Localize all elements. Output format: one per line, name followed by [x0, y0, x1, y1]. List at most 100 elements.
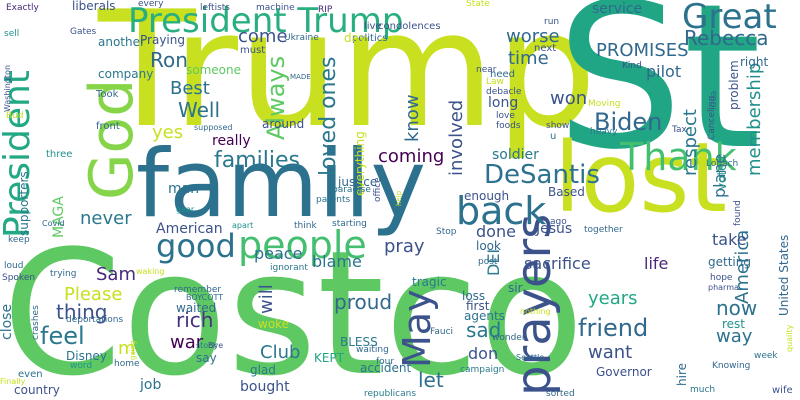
word-machine: machine	[256, 3, 295, 13]
word-finally: Finally	[0, 377, 26, 386]
word-service: service	[592, 1, 643, 17]
word-idea: idea	[709, 90, 719, 110]
word-club: Club	[260, 342, 301, 363]
word-even: even	[18, 369, 43, 380]
word-loud: loud	[4, 261, 24, 271]
word-say: say	[196, 351, 217, 365]
word-parents: parents	[316, 195, 351, 205]
word-time: time	[508, 48, 549, 69]
word-involved: involved	[446, 99, 467, 176]
word-rip: RIP	[318, 5, 333, 15]
word-paradise: paradise	[332, 185, 371, 195]
word-heavy: heavy	[590, 127, 618, 137]
word-lobach: Lobach	[706, 159, 739, 169]
word-loved-ones: loved ones	[316, 56, 341, 177]
word-law: Law	[486, 77, 504, 87]
word-waking: waking	[136, 267, 165, 276]
word-costco: Costco	[2, 213, 585, 400]
word-great: Great	[682, 0, 777, 37]
word-ron: Ron	[150, 48, 188, 72]
word-kind: Kind	[622, 61, 642, 71]
word-moving: Moving	[588, 99, 621, 109]
word-debacle: debacle	[486, 87, 522, 97]
word-country: country	[14, 383, 60, 397]
word-near: near	[476, 65, 497, 75]
word-rest: rest	[722, 317, 746, 331]
word-campaign: campaign	[460, 365, 505, 375]
word-deportations: deportations	[66, 315, 124, 325]
word-boycott: BOYCOTT	[186, 293, 224, 302]
word-made: MADE	[290, 73, 311, 81]
word-will: will	[256, 284, 277, 314]
word-job: job	[140, 377, 162, 393]
word-bought: bought	[240, 379, 290, 395]
word-gear: gear	[176, 205, 195, 214]
word-good: good	[156, 227, 236, 265]
word-must: must	[240, 45, 266, 56]
word-first: first	[466, 299, 490, 313]
word-lost: lost	[554, 122, 728, 234]
word-feel: feel	[40, 322, 85, 350]
word-want: want	[588, 342, 633, 363]
word-ago: ago	[550, 217, 567, 227]
word-fauci: Fauci	[430, 327, 454, 337]
word-know: know	[402, 94, 423, 142]
word-liberals: liberals	[72, 0, 116, 13]
word-families: families	[214, 148, 300, 173]
word-love: love	[496, 111, 515, 121]
word-remember: remember	[174, 285, 222, 295]
word-biden: Biden	[594, 108, 663, 136]
word-war: war	[170, 332, 204, 353]
word-life: life	[644, 254, 669, 273]
word-united-states: United States	[777, 234, 791, 316]
word-disney: Disney	[66, 349, 107, 363]
word-come: come	[238, 26, 288, 47]
word-proud: proud	[334, 290, 393, 314]
word-seattle: Seattle	[516, 353, 545, 362]
word-need: need	[490, 69, 515, 80]
word-knowing: Knowing	[712, 361, 751, 371]
word-m: m	[118, 338, 136, 359]
word-found: found	[733, 200, 743, 226]
word-let: let	[418, 368, 444, 392]
word-praying: Praying	[140, 33, 185, 47]
word-bye: Bye	[208, 341, 224, 350]
word-front: front	[96, 121, 120, 132]
word-together: together	[584, 225, 623, 235]
word-bud: Bud	[6, 111, 24, 121]
word-starting: starting	[332, 219, 367, 229]
word-word: word	[70, 361, 93, 371]
word-thank: Thank	[620, 135, 737, 179]
word-wife: wife	[772, 385, 793, 396]
word-spoken: Spoken	[2, 273, 36, 283]
word-done: done	[476, 222, 516, 241]
word-waited: waited	[176, 301, 217, 315]
word-governor: Governor	[596, 365, 652, 379]
word-run: run	[544, 17, 560, 27]
word-week: week	[754, 351, 778, 361]
word-enough: enough	[464, 189, 510, 203]
word-soldier: soldier	[492, 147, 539, 163]
word-sam: Sam	[96, 264, 136, 285]
word-covid: Covid	[42, 219, 65, 228]
word-kept: KEPT	[314, 351, 345, 365]
word-exactly: Exactly	[6, 3, 39, 13]
word-peace: peace	[254, 244, 303, 263]
word-show: show	[546, 121, 570, 131]
word-gates: Gates	[70, 27, 97, 37]
word-look: look	[476, 239, 501, 253]
word-apart: apart	[232, 221, 254, 230]
word-supposed: supposed	[194, 123, 233, 132]
word-sell: sell	[4, 29, 20, 39]
word-wonder: wonder	[492, 333, 526, 343]
word-agents: agents	[464, 309, 505, 323]
word-woke: woke	[258, 317, 290, 331]
word-four: four	[376, 357, 395, 367]
word-bless: BLESS	[340, 335, 378, 349]
word-membership: membership	[744, 62, 765, 176]
word-well: Well	[178, 98, 221, 122]
word-blame: blame	[312, 252, 362, 271]
word-condolences: condolences	[378, 21, 441, 32]
word-getting: getting	[708, 255, 751, 269]
